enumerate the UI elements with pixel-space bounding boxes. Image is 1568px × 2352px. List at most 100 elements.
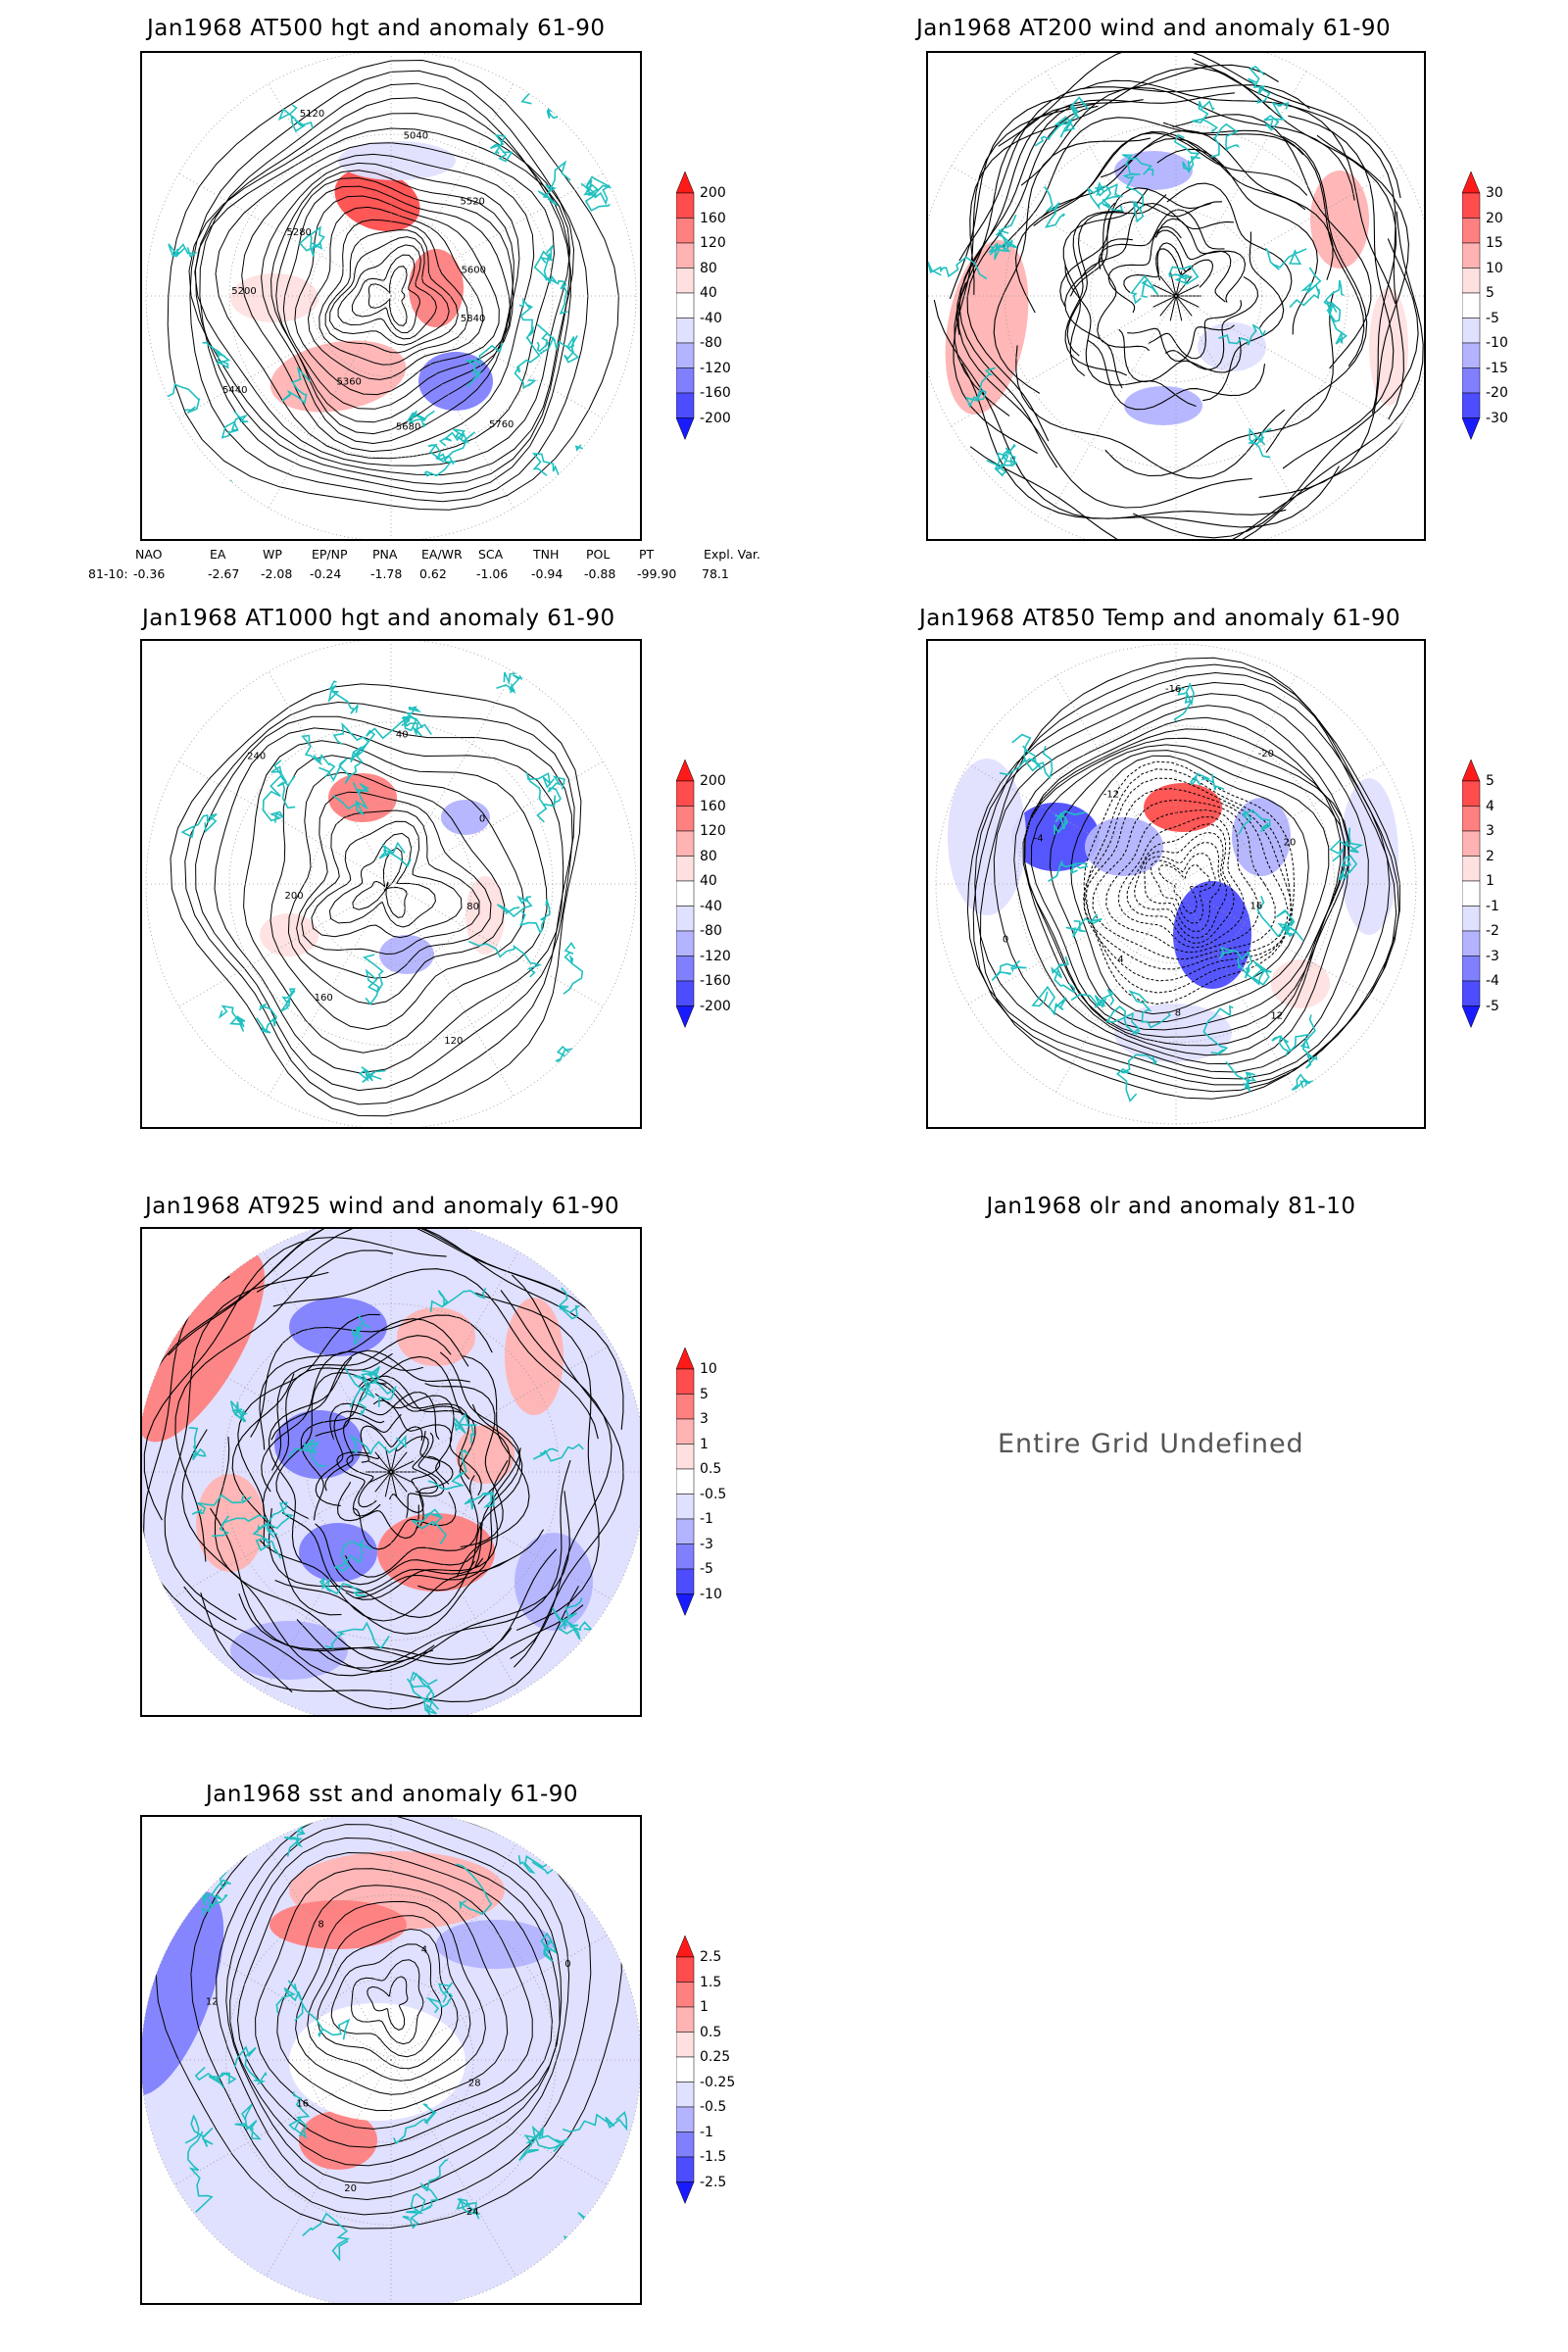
streamline [390,1471,408,1493]
colorbar-segment [675,806,695,832]
colorbar-top-arrow [675,1935,695,1958]
colorbar-segment [675,392,695,418]
contour-label: 5280 [286,227,311,238]
streamline [271,1335,452,1471]
colorbar-label: -2 [1486,923,1499,939]
coastline [1130,274,1159,305]
colorbar-label: 30 [1486,185,1503,201]
contour-label: 160 [315,993,333,1004]
streamline [933,299,1287,519]
streamline [1002,117,1304,248]
coastline [302,2212,351,2262]
colorbar-segment [675,2056,695,2082]
coastline [350,1434,407,1456]
contour-line [255,1868,533,2130]
meridian-line [390,295,604,419]
coastline [1210,122,1241,158]
contour-line [243,740,548,1054]
contour-line [328,832,436,928]
streamline [164,1271,329,1621]
anomaly-shading [418,352,493,411]
streamline [1202,231,1285,402]
coastline [358,1066,386,1084]
index-header: EP/NP [312,547,348,562]
streamline [1069,201,1223,297]
colorbar-segment [675,1956,695,1983]
coastline [532,1443,584,1462]
coastline [551,1606,581,1641]
coastline [1031,985,1067,1016]
coastline [270,760,296,809]
contour-line [1083,777,1293,982]
coastline [1225,1060,1257,1093]
contour-label: 5840 [461,314,485,324]
streamline [1169,295,1177,321]
coastline [1237,957,1272,986]
index-header: SCA [478,547,504,562]
contour-label: 4 [421,1944,427,1955]
colorbar-label: 120 [700,235,726,251]
colorbar-sst: 2.5 1.5 1 0.5 0.25 -0.25 -0.5 -1 -1.5 -2.5 [675,1935,735,2210]
colorbar-label: 20 [1486,210,1503,226]
contour-line [311,820,463,939]
coastline [172,2240,195,2267]
coastline [543,775,566,808]
streamline [416,1431,454,1529]
coastline [201,1870,231,1916]
colorbar-label: 200 [700,185,726,201]
streamline [1066,194,1167,357]
contour-line [195,715,573,1092]
streamline [958,84,1310,262]
coastline [191,1494,252,1515]
meridian-line [263,1471,392,1693]
streamline [511,1274,624,1668]
streamline [439,1351,521,1568]
index-value: -2.08 [261,566,293,581]
streamline [317,1459,571,1669]
streamline [296,1491,570,1673]
streamline [250,1314,493,1438]
map-frame-925 [140,1227,642,1717]
coastline [1291,1073,1318,1092]
colorbar-label: -10 [1486,335,1508,351]
coastline [1104,1005,1141,1035]
colorbar-label: -1 [700,2124,713,2140]
contour-line [184,701,575,1105]
meridian-line [263,1250,392,1473]
contour-label: -12 [1103,790,1119,801]
meridian-line [1175,675,1297,885]
contour-line [1118,816,1245,949]
streamline [256,1229,624,1430]
colorbar-segment [675,1444,695,1470]
streamline [1033,132,1308,226]
streamline [1132,238,1419,539]
colorbar-label: -5 [1486,310,1499,326]
anomaly-shading [196,1474,265,1572]
meridian-line [390,1471,519,1693]
coastline [545,274,568,315]
contour-line [1013,705,1350,1065]
polar-map-sst: 28 24 20 16 12 8 4 0 [142,1817,640,2303]
contour-label: -16 [1165,684,1181,695]
meridian-line [390,2059,516,2278]
coastline [1219,946,1253,979]
contour-line [1049,750,1330,1023]
colorbar-segment [675,2106,695,2132]
coastline [456,1863,493,1916]
streamline [231,1373,342,1616]
index-header: WP [263,547,282,562]
coastline [406,1678,440,1715]
contour-line [317,1928,459,2070]
colorbar-label: 80 [700,260,717,276]
colorbar-segment [675,2082,695,2108]
colorbar-label: -5 [1486,998,1499,1014]
index-header: EA [210,547,226,562]
contour-label: 5680 [396,421,420,432]
contour-line [974,681,1391,1080]
colorbar-segment [675,880,695,906]
contour-line [318,219,469,366]
colorbar-segment [675,1368,695,1395]
streamline [1154,218,1247,303]
streamline [388,1455,441,1513]
meridian-line [967,883,1177,1004]
